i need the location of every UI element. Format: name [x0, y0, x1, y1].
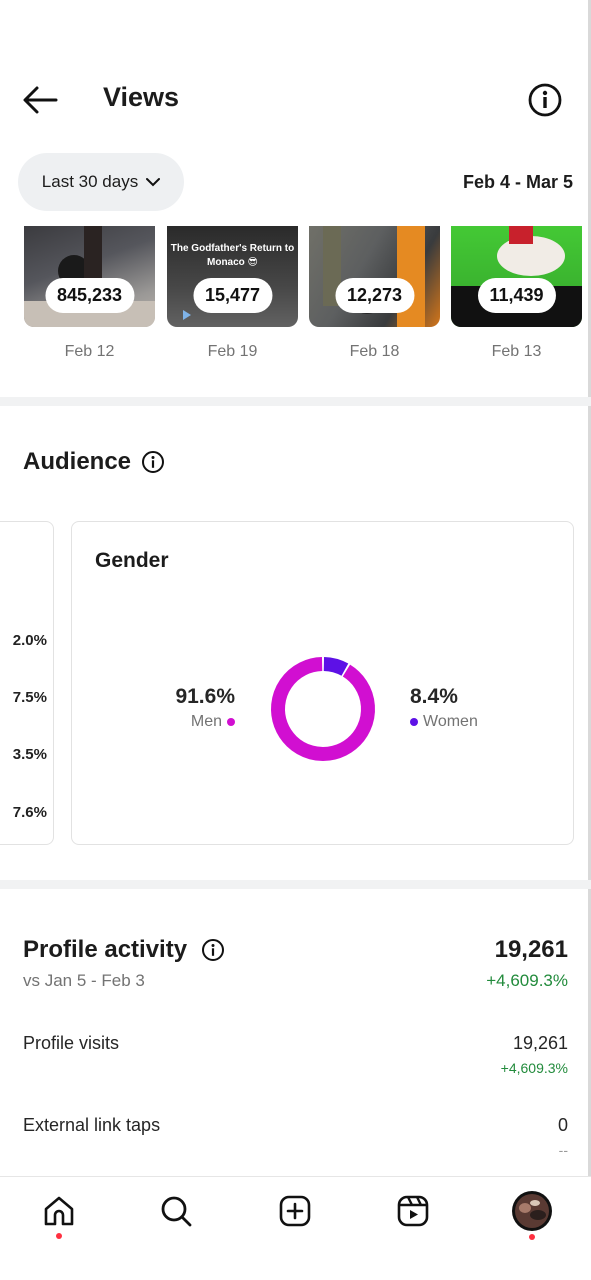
views-count: 15,477: [192, 278, 273, 313]
info-icon: [202, 939, 224, 961]
gender-title: Gender: [95, 549, 169, 572]
age-percentage: 7.6%: [12, 804, 47, 821]
chevron-down-icon: [146, 178, 161, 187]
age-percentage: 7.5%: [12, 689, 47, 706]
profile-visits-label: Profile visits: [23, 1033, 120, 1053]
profile-visits-change: +4,609.3%: [500, 1060, 568, 1076]
profile-activity-change: +4,609.3%: [486, 971, 568, 990]
info-icon: [528, 83, 562, 117]
home-notification-dot: [56, 1233, 62, 1239]
women-label: Women: [423, 713, 478, 730]
men-legend: Men: [175, 713, 235, 731]
profile-avatar: [512, 1191, 552, 1231]
profile-activity-total: 19,261: [494, 936, 568, 963]
create-icon: [279, 1195, 311, 1227]
thumbnail-date: Feb 18: [349, 343, 400, 360]
content-thumbnail[interactable]: 11,439: [451, 226, 582, 327]
thumbnail-date: Feb 19: [207, 343, 258, 360]
external-link-taps-value: 0: [557, 1115, 568, 1135]
profile-notification-dot: [529, 1234, 535, 1240]
women-color-dot: [410, 718, 418, 726]
thumbnail-date: Feb 12: [64, 343, 115, 360]
profile-activity-title: Profile activity: [23, 936, 188, 963]
section-divider: [0, 880, 591, 889]
men-label: Men: [190, 713, 222, 730]
date-range-dropdown[interactable]: Last 30 days: [18, 153, 184, 211]
men-stat: 91.6% Men: [175, 685, 235, 731]
thumbnail-date: Feb 13: [491, 343, 542, 360]
nav-profile[interactable]: [511, 1190, 553, 1240]
external-link-taps-label: External link taps: [23, 1115, 161, 1135]
women-stat: 8.4% Women: [410, 685, 478, 731]
nav-search[interactable]: [156, 1191, 196, 1231]
audience-info-button[interactable]: [141, 450, 165, 474]
back-arrow-icon: [23, 86, 58, 114]
age-percentage: 3.5%: [12, 746, 47, 763]
age-card[interactable]: 2.0% 7.5% 3.5% 7.6%: [0, 521, 54, 845]
women-percentage: 8.4%: [410, 685, 458, 708]
reel-play-graphic: [183, 310, 191, 320]
thumbnail-caption: The Godfather's Return to Monaco 😎: [170, 243, 295, 268]
info-button[interactable]: [526, 82, 564, 118]
back-button[interactable]: [20, 82, 60, 118]
gender-donut-chart: [271, 657, 375, 761]
views-count: 11,439: [477, 278, 556, 313]
scroll-edge: [588, 0, 591, 1280]
audience-title: Audience: [23, 448, 132, 475]
profile-activity-info-button[interactable]: [201, 938, 225, 962]
page-title: Views: [103, 82, 180, 112]
content-thumbnail[interactable]: 12,273: [309, 226, 440, 327]
views-count: 845,233: [44, 278, 135, 313]
men-donut-segment: [271, 657, 375, 761]
section-divider: [0, 397, 591, 406]
nav-create[interactable]: [275, 1191, 315, 1231]
women-legend: Women: [410, 713, 478, 731]
comparison-period: vs Jan 5 - Feb 3: [23, 971, 145, 990]
date-range-label: Last 30 days: [41, 172, 139, 191]
nav-home[interactable]: [39, 1191, 79, 1239]
bottom-navigation: [0, 1176, 591, 1280]
home-icon: [44, 1196, 74, 1226]
date-range-text: Feb 4 - Mar 5: [462, 172, 573, 192]
men-color-dot: [227, 718, 235, 726]
men-percentage: 91.6%: [175, 685, 235, 708]
content-thumbnail[interactable]: 845,233: [24, 226, 155, 327]
external-link-taps-change: --: [558, 1142, 568, 1158]
reels-icon: [397, 1195, 429, 1227]
women-donut-segment: [323, 657, 349, 676]
info-icon: [142, 451, 164, 473]
search-icon: [161, 1196, 192, 1227]
views-count: 12,273: [334, 278, 415, 313]
age-percentage: 2.0%: [12, 632, 47, 649]
nav-reels[interactable]: [393, 1191, 433, 1231]
content-thumbnail[interactable]: The Godfather's Return to Monaco 😎 15,47…: [167, 226, 298, 327]
gender-card[interactable]: Gender 91.6% Men 8.4% Women: [71, 521, 574, 845]
profile-visits-value: 19,261: [512, 1033, 568, 1053]
